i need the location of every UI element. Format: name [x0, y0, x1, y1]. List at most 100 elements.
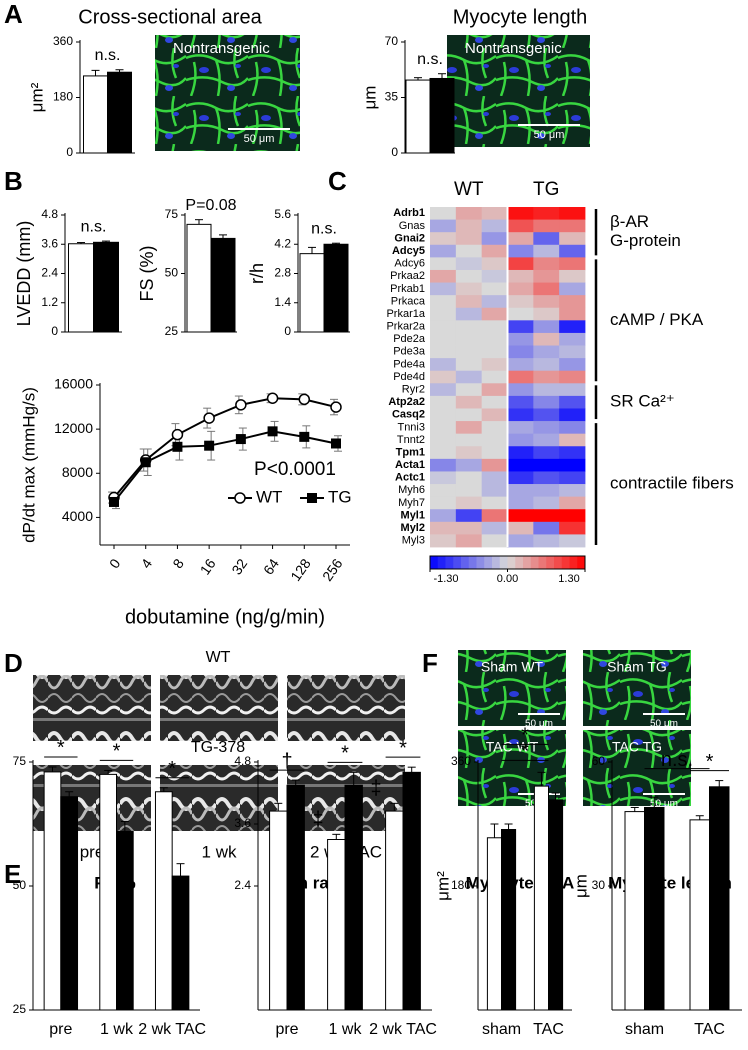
micrograph-label: Sham TG: [607, 659, 667, 675]
y-tick-label: 3.6: [234, 816, 251, 830]
bar: [93, 241, 119, 333]
echo-timepoint: pre: [80, 842, 105, 861]
gene-label: Actc1: [395, 472, 425, 484]
series-line: [113, 430, 337, 503]
scale-label: 50 μm: [534, 129, 565, 141]
heat-cell: [507, 358, 534, 372]
bar: [533, 785, 550, 1011]
bar: [43, 771, 62, 1011]
heat-cell: [455, 383, 483, 397]
bar: [709, 786, 730, 1011]
heat-cell: [455, 534, 483, 548]
scale-label: 50 μm: [650, 799, 678, 810]
heat-cell: [533, 358, 560, 372]
marker: [140, 457, 151, 468]
micrograph: [155, 35, 300, 151]
y-tick-label: 4000: [62, 508, 93, 524]
heat-cell: [533, 421, 560, 435]
marker: [298, 393, 311, 406]
group-label: G-protein: [610, 231, 681, 250]
heat-cell: [559, 207, 586, 220]
heat-cell: [430, 332, 457, 346]
y-tick-label: 1.2: [41, 295, 58, 309]
heat-cell: [533, 219, 560, 233]
heat-cell: [455, 471, 483, 485]
y-tick-label: 2.4: [41, 266, 58, 280]
annotation: *: [168, 758, 176, 780]
gene-label: Myh6: [398, 484, 425, 496]
heat-cell: [481, 307, 508, 321]
scale-label: 50 μm: [525, 719, 553, 730]
heat-cell: [559, 496, 586, 510]
heat-cell: [481, 345, 508, 359]
heat-cell: [507, 244, 534, 258]
heat-cell: [481, 383, 508, 397]
marker: [203, 412, 215, 424]
gene-label: Adcy6: [394, 258, 425, 270]
heat-cell: [430, 395, 457, 409]
heat-cell: [559, 282, 586, 296]
heat-cell: [481, 496, 508, 510]
heat-cell: [533, 282, 560, 296]
heat-cell: [507, 408, 534, 422]
marker: [330, 401, 342, 413]
heat-cell: [430, 244, 457, 258]
colorbar-swatch: [476, 556, 485, 569]
heat-cell: [533, 332, 560, 346]
heat-cell: [507, 421, 534, 435]
heat-cell: [559, 232, 586, 246]
x-tick-label: 2 wk TAC: [138, 1021, 206, 1038]
echo-image: [33, 675, 151, 741]
heat-cell: [430, 496, 457, 510]
heat-cell: [481, 282, 508, 296]
heat-cell: [430, 295, 457, 309]
marker: [331, 438, 341, 449]
micrograph-label: TAC TG: [612, 739, 662, 755]
heat-cell: [507, 484, 534, 498]
heat-cell: [455, 408, 483, 422]
legend-label: WT: [256, 487, 282, 506]
heat-cell: [559, 219, 586, 233]
colorbar-swatch: [523, 556, 532, 569]
heat-cell: [533, 244, 560, 258]
annotation: n.s.: [95, 47, 121, 64]
group-label: β-AR: [610, 212, 649, 231]
x-tick-label: 256: [319, 555, 346, 583]
colorbar-swatch: [561, 556, 570, 569]
y-tick-label: 360: [451, 754, 471, 768]
gene-label: Prkar1a: [386, 308, 425, 320]
y-axis-label: r/h: [247, 263, 267, 284]
heat-cell: [455, 345, 483, 359]
heat-cell: [559, 521, 586, 535]
micrograph-label: Sham WT: [481, 659, 544, 675]
heat-cell: [533, 521, 560, 535]
annotation: †: [281, 750, 292, 772]
bar: [327, 839, 346, 1011]
y-tick-label: 3.6: [41, 236, 58, 250]
panel-letter: B: [4, 166, 23, 196]
heat-cell: [455, 269, 483, 283]
heat-cell: [507, 458, 534, 472]
chart-title: Myocyte length: [453, 6, 588, 28]
heat-cell: [481, 320, 508, 334]
x-tick-label: 1 wk: [329, 1021, 363, 1038]
heat-cell: [559, 244, 586, 258]
colorbar-tick-label: 0.00: [497, 573, 518, 585]
heat-cell: [507, 383, 534, 397]
heat-cell: [507, 257, 534, 271]
x-tick-label: 1 wk: [100, 1021, 134, 1038]
gene-label: Gnai2: [394, 232, 425, 244]
heat-cell: [533, 471, 560, 485]
heat-cell: [533, 458, 560, 472]
y-axis-label: μm: [571, 874, 590, 898]
heat-cell: [455, 521, 483, 535]
heat-cell: [481, 358, 508, 372]
heat-cell: [481, 433, 508, 447]
bar: [116, 830, 134, 1011]
gene-label: Tpm1: [396, 446, 425, 458]
x-tick-label: 4: [138, 556, 156, 572]
heat-cell: [481, 219, 508, 233]
colorbar-swatch: [468, 556, 477, 569]
x-tick-label: 16: [197, 555, 219, 577]
heat-cell: [455, 244, 483, 258]
